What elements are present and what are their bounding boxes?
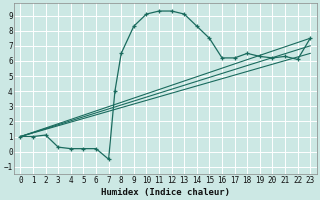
X-axis label: Humidex (Indice chaleur): Humidex (Indice chaleur) [101, 188, 230, 197]
